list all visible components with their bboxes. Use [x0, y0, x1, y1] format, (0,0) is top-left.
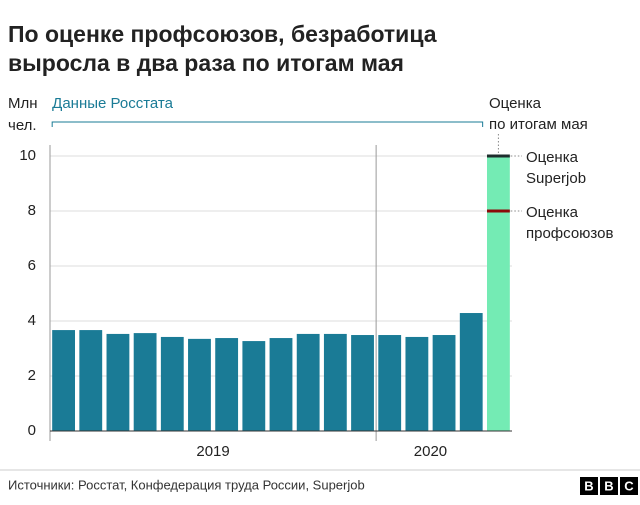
bar	[133, 333, 157, 431]
bar	[459, 313, 483, 431]
logo-box	[600, 477, 618, 495]
bar	[296, 333, 320, 431]
y-tick-label: 8	[28, 202, 36, 219]
bar	[188, 338, 211, 431]
bar	[405, 336, 429, 431]
y-axis-label: Млн	[8, 95, 38, 112]
y-tick-label: 6	[28, 257, 36, 274]
source: Источники: Росстат, Конфедерация труда Р…	[8, 477, 365, 492]
y-tick-label: 0	[28, 422, 36, 439]
bar	[160, 336, 184, 431]
logo-letter: B	[604, 478, 613, 493]
bar	[215, 338, 239, 431]
bar	[323, 333, 347, 431]
bar	[269, 338, 293, 431]
y-tick-label: 4	[28, 312, 36, 329]
legend-label: по итогам мая	[489, 116, 588, 133]
bar	[79, 330, 103, 431]
y-tick-label: 2	[28, 367, 36, 384]
legend-label: Данные Росстата	[52, 95, 173, 112]
x-group-label: 2019	[196, 443, 229, 460]
estimate-label: Оценка	[526, 204, 579, 221]
estimate-label: Superjob	[526, 170, 586, 187]
bar	[242, 341, 266, 431]
logo-letter: C	[624, 478, 634, 493]
bracket	[51, 121, 484, 127]
bar	[106, 333, 130, 431]
y-axis-label: чел.	[8, 117, 37, 134]
bar	[486, 156, 510, 431]
estimate-label: профсоюзов	[526, 225, 613, 242]
bar	[432, 335, 456, 431]
logo-box	[580, 477, 598, 495]
y-tick-label: 10	[19, 147, 36, 164]
bar	[378, 335, 402, 431]
logo-letter: B	[584, 478, 593, 493]
chart-title: выросла в два раза по итогам мая	[8, 50, 404, 76]
bar	[52, 330, 76, 431]
logo-box	[620, 477, 638, 495]
estimate-label: Оценка	[526, 149, 579, 166]
x-group-label: 2020	[414, 443, 447, 460]
bar	[351, 335, 374, 431]
legend-label: Оценка	[489, 95, 542, 112]
chart-title: По оценке профсоюзов, безработица	[8, 21, 437, 47]
